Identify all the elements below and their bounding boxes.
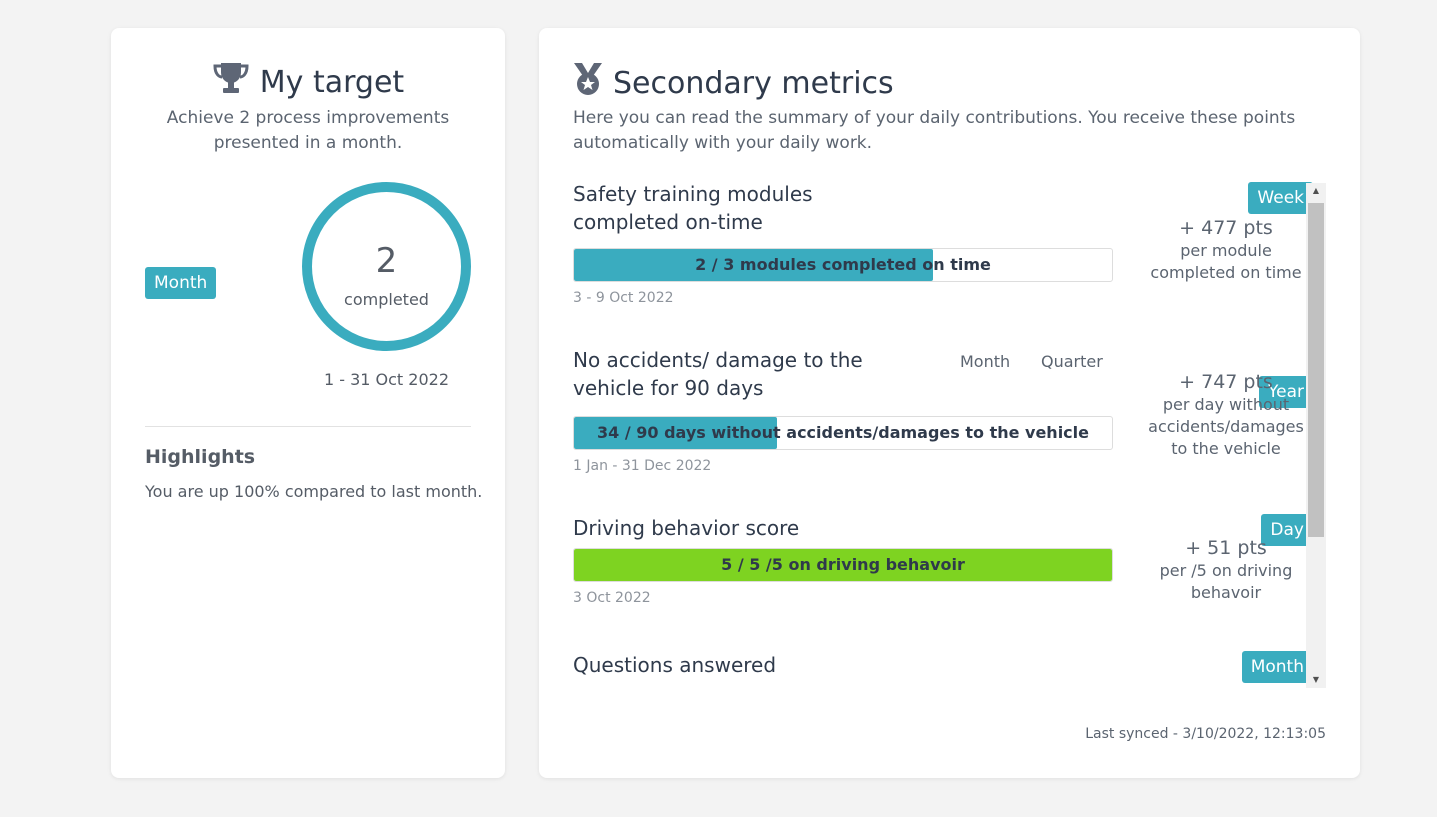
period-option-month[interactable]: Month (960, 352, 1011, 371)
metric-progress-bar: 5 / 5 /5 on driving behavoir (573, 548, 1113, 582)
metric-points: + 51 pts per /5 on driving behavoir (1139, 536, 1313, 604)
last-synced: Last synced - 3/10/2022, 12:13:05 (1085, 726, 1326, 742)
points-value: + 747 pts (1179, 371, 1273, 393)
target-value-label: completed (344, 290, 429, 309)
scroll-up-icon[interactable]: ▲ (1312, 186, 1320, 195)
metric-name: No accidents/ damage to the vehicle for … (573, 348, 863, 400)
highlights-title: Highlights (145, 446, 256, 468)
medal-icon (571, 62, 613, 104)
metrics-scrollbar[interactable]: ▲ ▼ (1306, 183, 1326, 688)
secondary-metrics-card: Secondary metrics Here you can read the … (539, 28, 1360, 778)
divider (145, 426, 471, 427)
metric-name: Safety training modules completed on-tim… (573, 182, 813, 234)
metric-period-badge[interactable]: Week (1248, 182, 1313, 214)
target-value: 2 (375, 241, 398, 281)
target-period-badge[interactable]: Month (145, 267, 217, 299)
metric-progress-text: 34 / 90 days without accidents/damages t… (597, 423, 1089, 442)
metric-progress-text: 5 / 5 /5 on driving behavoir (721, 555, 965, 574)
scroll-down-icon[interactable]: ▼ (1312, 675, 1320, 684)
metric-points: + 747 pts per day without accidents/dama… (1139, 370, 1313, 460)
metrics-title: Secondary metrics (613, 65, 894, 101)
metric-points: + 477 pts per module completed on time (1139, 216, 1313, 284)
metrics-description: Here you can read the summary of your da… (573, 108, 1296, 153)
metric-name: Questions answered (573, 653, 777, 677)
metric-progress-bar: 34 / 90 days without accidents/damages t… (573, 416, 1113, 450)
metric-dates: 3 Oct 2022 (573, 590, 651, 606)
metrics-list[interactable]: Safety training modules completed on-tim… (573, 180, 1326, 688)
metric-name: Driving behavior score (573, 516, 800, 540)
points-description: per module completed on time (1150, 241, 1302, 282)
target-title: My target (259, 64, 405, 100)
points-description: per /5 on driving behavoir (1159, 561, 1293, 602)
metric-progress-fill (574, 549, 1112, 581)
points-description: per day without accidents/damages to the… (1148, 395, 1304, 458)
period-option-quarter[interactable]: Quarter (1041, 352, 1103, 371)
metric-dates: 1 Jan - 31 Dec 2022 (573, 458, 712, 474)
target-progress-ring: 2 completed (302, 182, 471, 351)
points-value: + 51 pts (1185, 537, 1267, 559)
scroll-thumb[interactable] (1308, 203, 1324, 537)
metric-progress-fill (574, 249, 933, 281)
target-description: Achieve 2 process improvements presented… (166, 108, 450, 153)
metric-dates: 3 - 9 Oct 2022 (573, 290, 674, 306)
metric-progress-fill (574, 417, 778, 449)
target-period: 1 - 31 Oct 2022 (323, 370, 450, 389)
metrics-header: Secondary metrics (571, 62, 894, 104)
metric-period-badge[interactable]: Day (1261, 514, 1313, 546)
highlights-text: You are up 100% compared to last month. (145, 482, 483, 501)
my-target-card: My target Achieve 2 process improvements… (111, 28, 505, 778)
metric-period-badge[interactable]: Year (1259, 376, 1313, 408)
metric-period-badge[interactable]: Month (1241, 651, 1313, 683)
points-value: + 477 pts (1179, 217, 1273, 239)
target-header: My target (111, 62, 505, 102)
metric-progress-text: 2 / 3 modules completed on time (695, 255, 991, 274)
trophy-icon (212, 62, 260, 102)
metric-progress-bar: 2 / 3 modules completed on time (573, 248, 1113, 282)
